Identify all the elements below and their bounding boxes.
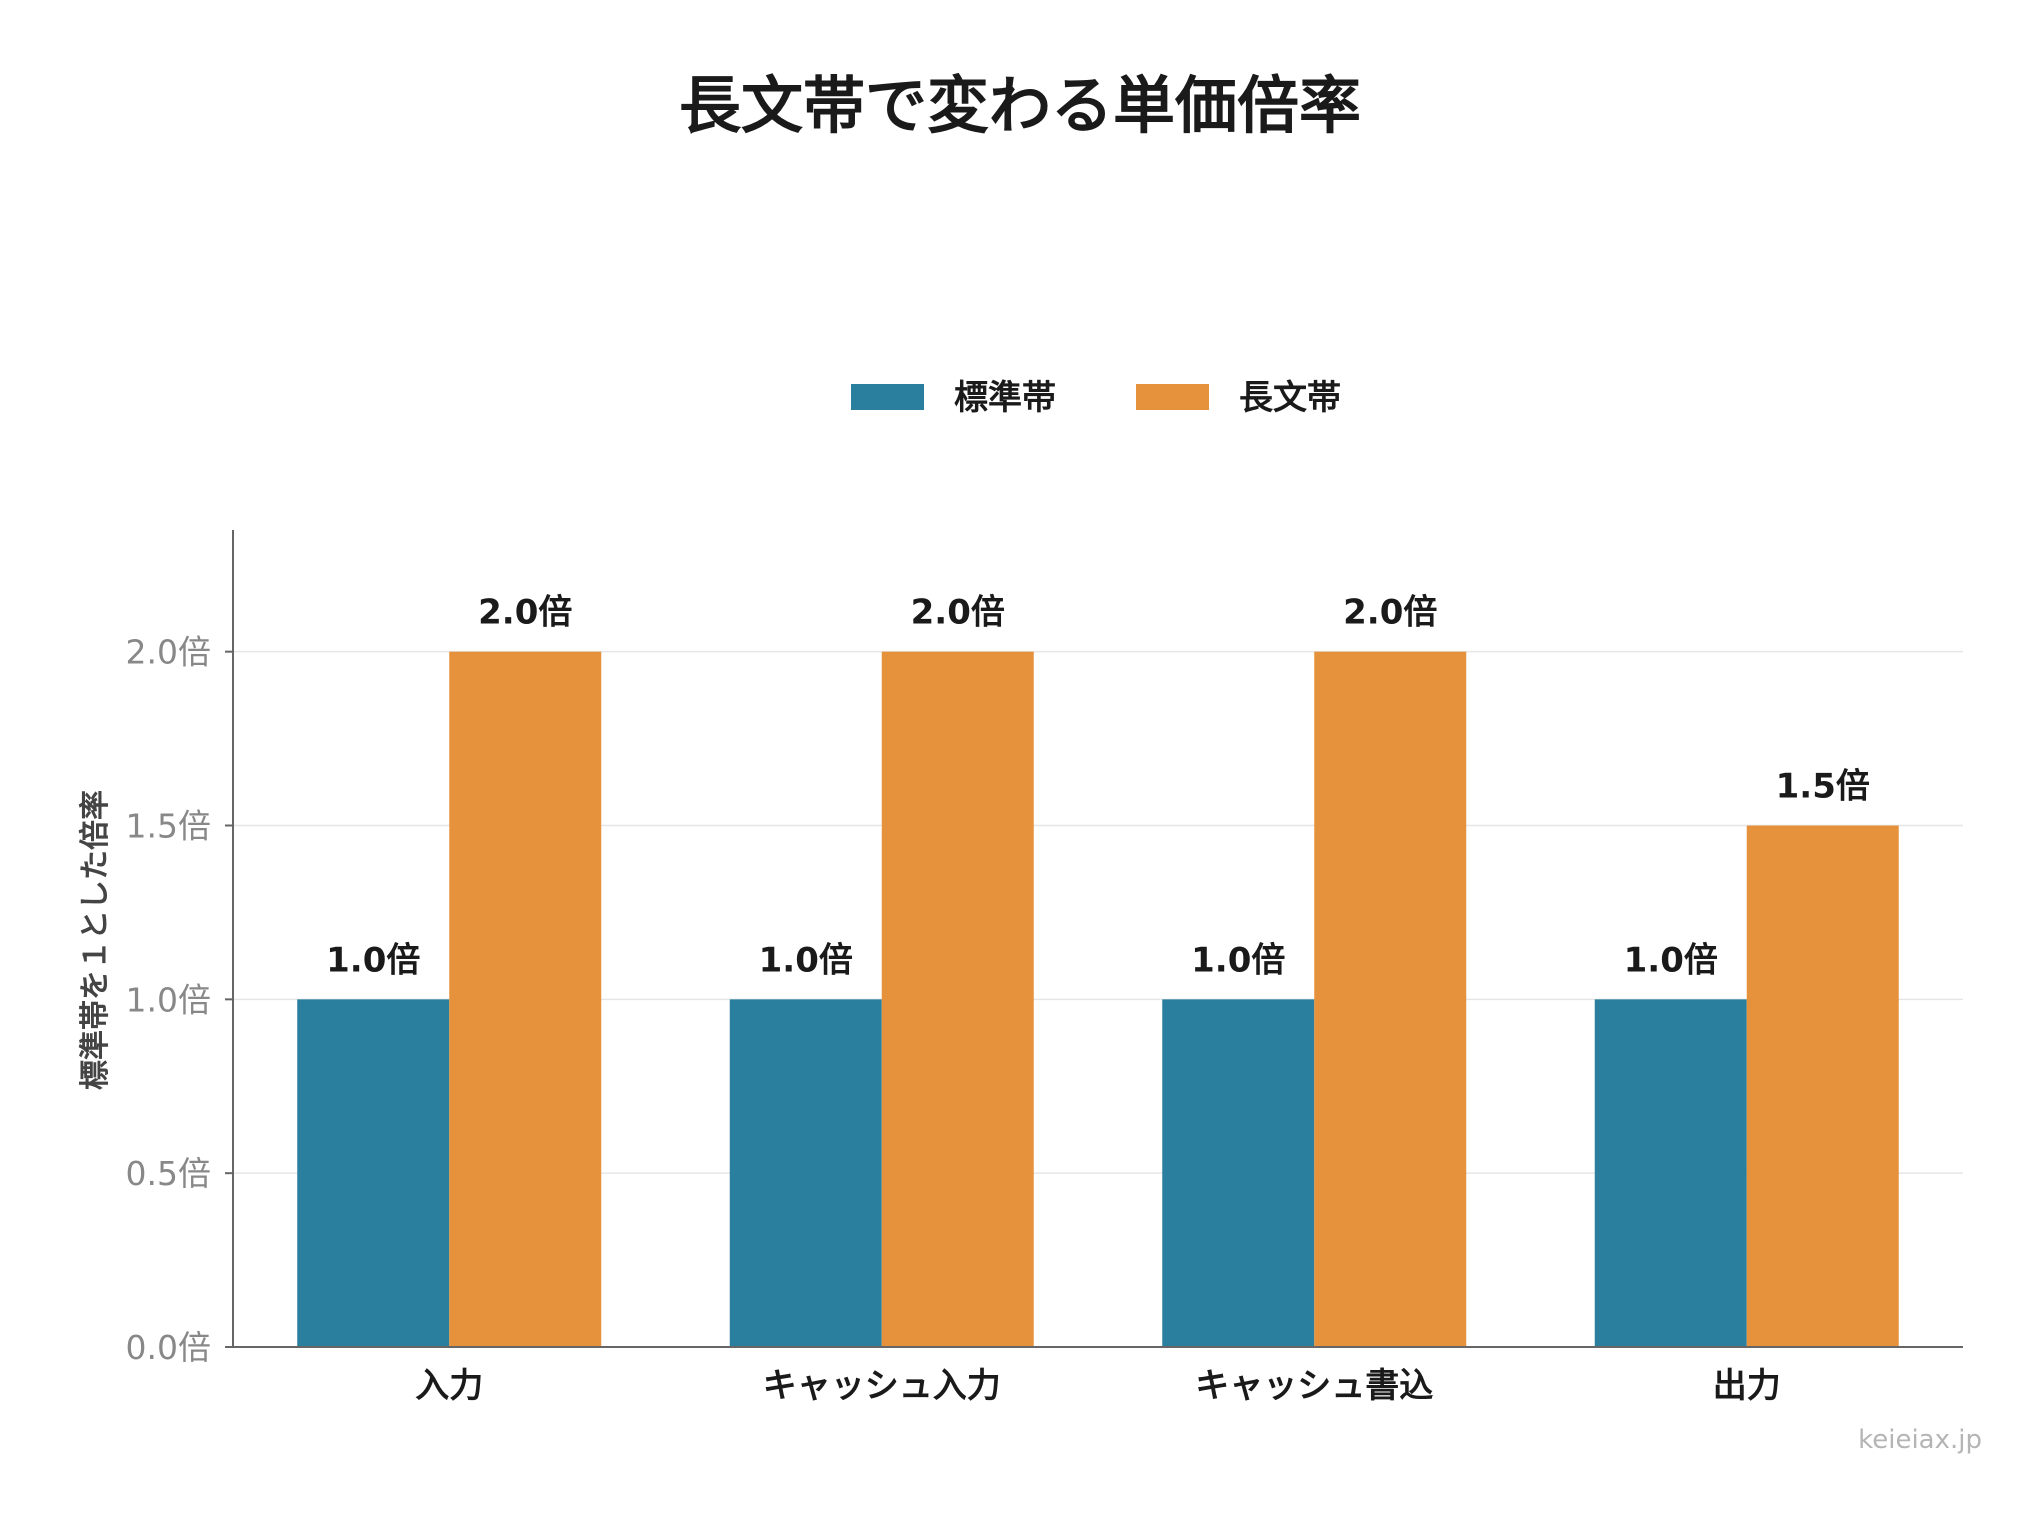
x-tick-label: 出力 (1713, 1366, 1781, 1406)
bar-long-2 (1314, 651, 1467, 1347)
bars (297, 651, 1899, 1347)
bar-long-3 (1746, 825, 1899, 1347)
legend: 標準帯 長文帯 (851, 378, 1341, 418)
x-axis-ticks: 入力 キャッシュ入力 キャッシュ書込 出力 (415, 1366, 1781, 1406)
y-tick-label: 0.0倍 (126, 1328, 211, 1367)
bar-value-label: 2.0倍 (478, 593, 572, 633)
legend-label: 標準帯 (954, 378, 1056, 418)
value-labels: 1.0倍 2.0倍 1.0倍 2.0倍 1.0倍 2.0倍 1.0倍 1.5倍 (326, 593, 1870, 981)
bar-value-label: 2.0倍 (911, 593, 1005, 633)
bar-value-label: 1.0倍 (1624, 940, 1718, 980)
bar-standard-2 (1162, 999, 1315, 1347)
bar-standard-1 (729, 999, 882, 1347)
x-tick-label: キャッシュ入力 (763, 1366, 1001, 1406)
y-tick-label: 1.5倍 (126, 807, 211, 846)
y-tick-label: 1.0倍 (126, 980, 211, 1019)
bar-value-label: 1.0倍 (1191, 940, 1285, 980)
x-tick-label: キャッシュ書込 (1195, 1366, 1433, 1406)
chart-title: 長文帯で変わる単価倍率 (679, 69, 1361, 142)
bar-value-label: 1.5倍 (1776, 767, 1870, 807)
bar-standard-0 (297, 999, 450, 1347)
bar-standard-3 (1594, 999, 1747, 1347)
y-axis-label: 標準帯を１とした倍率 (78, 790, 113, 1090)
bar-long-0 (449, 651, 602, 1347)
legend-label: 長文帯 (1239, 378, 1341, 418)
x-tick-label: 入力 (415, 1366, 483, 1406)
y-tick-label: 0.5倍 (126, 1154, 211, 1193)
y-axis-ticks: 0.0倍 0.5倍 1.0倍 1.5倍 2.0倍 (126, 633, 233, 1367)
bar-long-1 (881, 651, 1034, 1347)
legend-swatch (1136, 384, 1209, 410)
watermark: keieiax.jp (1858, 1425, 1982, 1455)
bar-value-label: 1.0倍 (326, 940, 420, 980)
bar-value-label: 1.0倍 (759, 940, 853, 980)
bar-value-label: 2.0倍 (1343, 593, 1437, 633)
y-tick-label: 2.0倍 (126, 633, 211, 672)
legend-swatch (851, 384, 924, 410)
